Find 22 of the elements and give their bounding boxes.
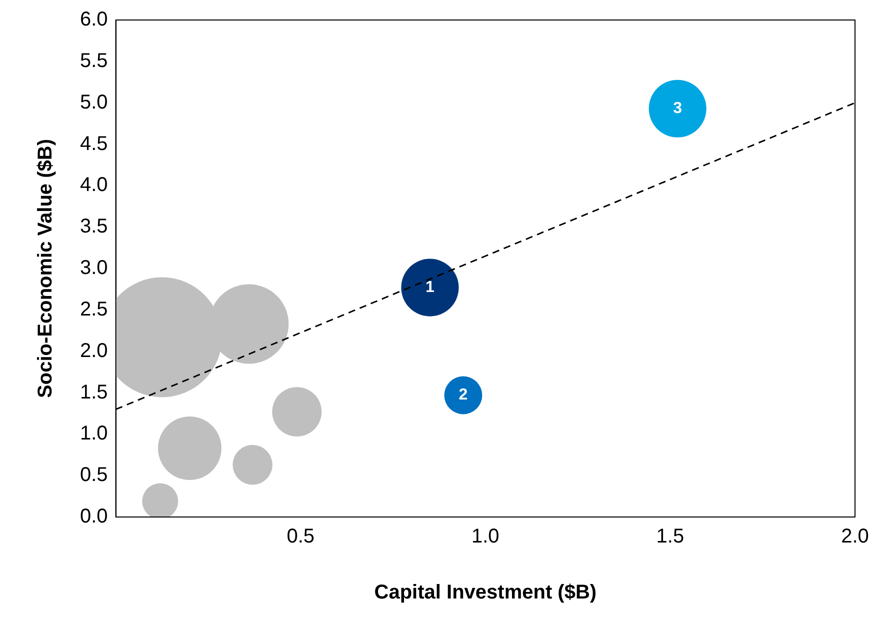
x-tick-label: 1.0 (471, 526, 500, 548)
y-tick-label: 5.0 (80, 91, 108, 114)
y-tick-label: 3.5 (80, 216, 108, 238)
annotation: 1 (426, 278, 435, 296)
annotation: 3 (673, 100, 682, 118)
y-tick-label: 3.0 (80, 257, 108, 280)
y-tick-label: 1.0 (80, 422, 108, 445)
y-tick-label: 0.5 (80, 464, 108, 486)
y-tick-label: 2.5 (80, 298, 108, 320)
x-tick-label: 2.0 (841, 526, 869, 548)
y-tick-label: 1.5 (80, 381, 108, 404)
x-axis-title: Capital Investment ($B) (374, 582, 597, 604)
x-tick-label: 1.5 (656, 526, 684, 548)
annotation: 2 (458, 386, 468, 404)
y-tick-label: 4.0 (80, 174, 108, 196)
x-tick-label: 0.5 (286, 526, 315, 548)
y-tick-label: 4.5 (80, 132, 108, 155)
y-tick-label: 2.0 (80, 340, 108, 362)
y-axis-title: Socio-Economic Value ($B) (34, 139, 57, 398)
y-tick-label: 5.5 (80, 50, 108, 72)
y-tick-label: 6.0 (80, 8, 108, 31)
y-tick-label: 0.0 (80, 506, 108, 528)
